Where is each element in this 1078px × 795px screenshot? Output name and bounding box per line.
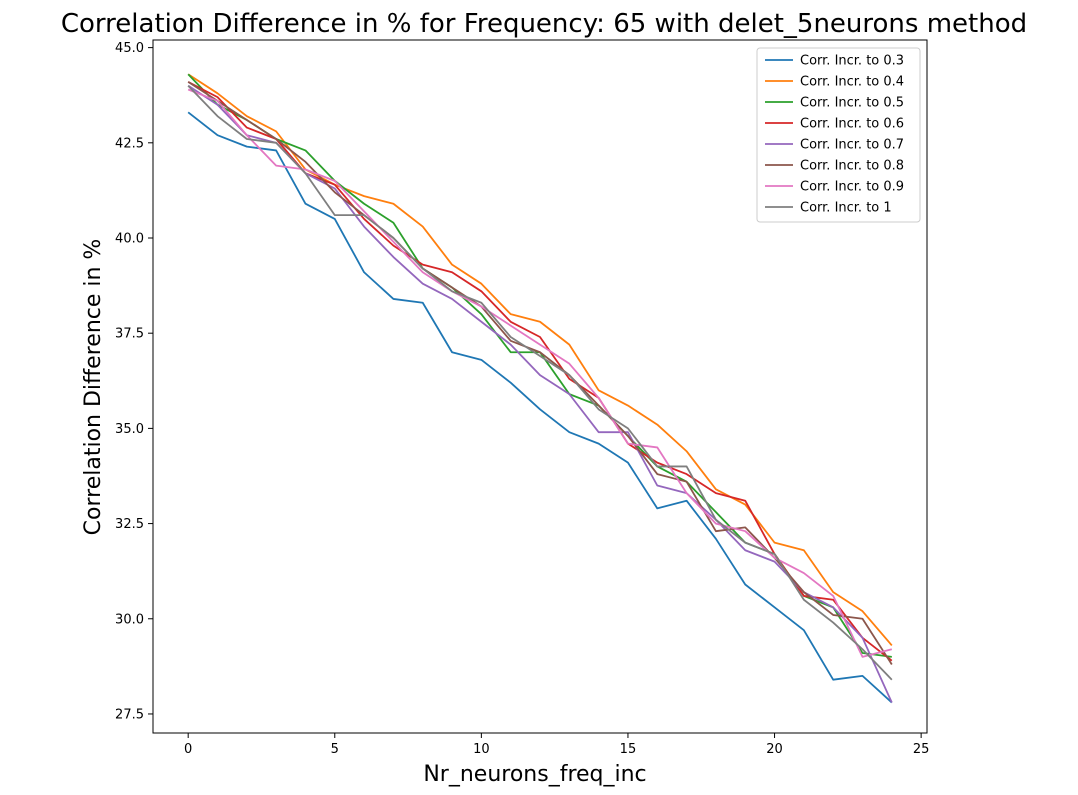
x-tick-label: 20	[766, 742, 783, 757]
legend-entry: Corr. Incr. to 0.8	[800, 159, 904, 174]
y-tick-label: 40.0	[115, 232, 144, 247]
series-line-8	[187, 85, 893, 681]
y-tick-label: 32.5	[115, 517, 144, 532]
legend: Corr. Incr. to 0.3 Corr. Incr. to 0.4 Corr…	[756, 47, 921, 223]
plot-area: 0 5 10 15 20 25 27.5 30.0 32.5 35.0 37.5 40.0 42.5 45…	[115, 39, 930, 757]
series-line-7	[187, 88, 893, 658]
y-tick-label: 42.5	[115, 136, 144, 151]
x-tick-label: 5	[331, 742, 339, 757]
y-tick-label: 37.5	[115, 327, 144, 342]
x-axis-label: Nr_neurons_freq_inc	[423, 762, 646, 787]
legend-entry: Corr. Incr. to 0.5	[800, 96, 904, 111]
legend-entry: Corr. Incr. to 1	[800, 201, 892, 216]
legend-entry: Corr. Incr. to 0.7	[800, 138, 904, 153]
chart-title: Correlation Difference in % for Frequenc…	[61, 9, 1027, 39]
legend-entry: Corr. Incr. to 0.3	[800, 54, 904, 69]
y-tick-label: 35.0	[115, 422, 144, 437]
axes-frame	[152, 39, 928, 734]
x-tick-label: 15	[620, 742, 637, 757]
y-tick-label: 30.0	[115, 612, 144, 627]
y-axis-label: Correlation Difference in %	[81, 239, 106, 536]
legend-entry: Corr. Incr. to 0.6	[800, 117, 904, 132]
y-tick-label: 27.5	[115, 707, 144, 722]
legend-entry: Corr. Incr. to 0.4	[800, 75, 904, 90]
x-tick-label: 10	[473, 742, 490, 757]
legend-box	[756, 47, 921, 223]
legend-entry: Corr. Incr. to 0.9	[800, 180, 904, 195]
y-tick-label: 45.0	[115, 41, 144, 56]
x-tick-label: 25	[913, 742, 930, 757]
x-tick-label: 0	[184, 742, 192, 757]
series-line-1	[187, 111, 893, 704]
